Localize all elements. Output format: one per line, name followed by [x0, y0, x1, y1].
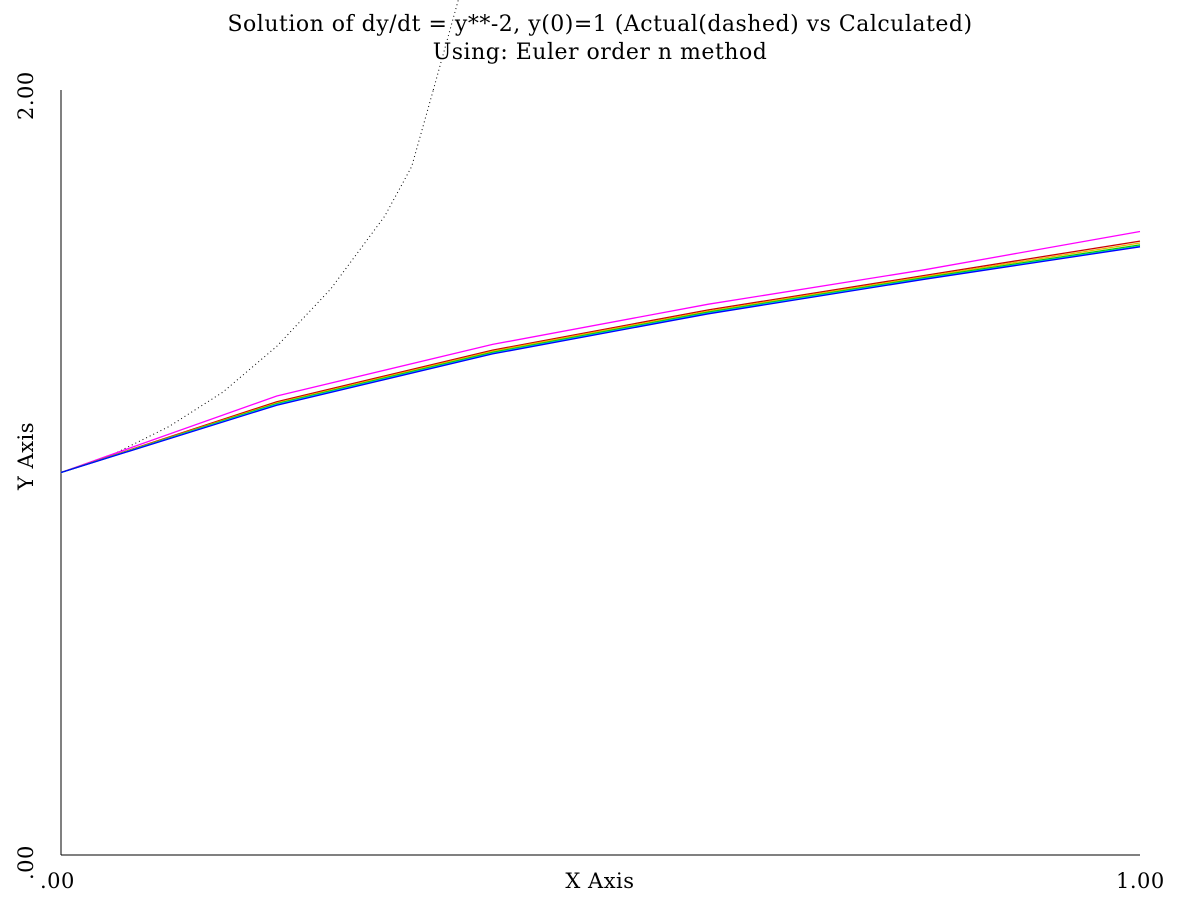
series-layer	[60, 0, 1141, 474]
calculated-series-line-4	[60, 244, 1141, 474]
calculated-series-line-1	[60, 230, 1141, 474]
x-tick-label-max: 1.00	[1116, 869, 1165, 893]
x-axis-label: X Axis	[565, 869, 635, 893]
y-tick-label-max: 2.00	[14, 71, 38, 120]
y-axis-label: Y Axis	[14, 421, 38, 490]
calculated-series-line-5	[60, 245, 1141, 474]
calculated-series-line-6	[60, 246, 1141, 474]
calculated-series-line-2	[60, 240, 1141, 474]
actual-solution-line	[60, 89, 434, 473]
x-tick-label-min: .00	[40, 869, 75, 893]
chart-subtitle: Using: Euler order n method	[432, 40, 768, 65]
y-tick-label-min: .00	[14, 845, 38, 880]
chart-title: Solution of dy/dt = y**-2, y(0)=1 (Actua…	[227, 12, 973, 37]
calculated-series-line-3	[60, 242, 1141, 474]
